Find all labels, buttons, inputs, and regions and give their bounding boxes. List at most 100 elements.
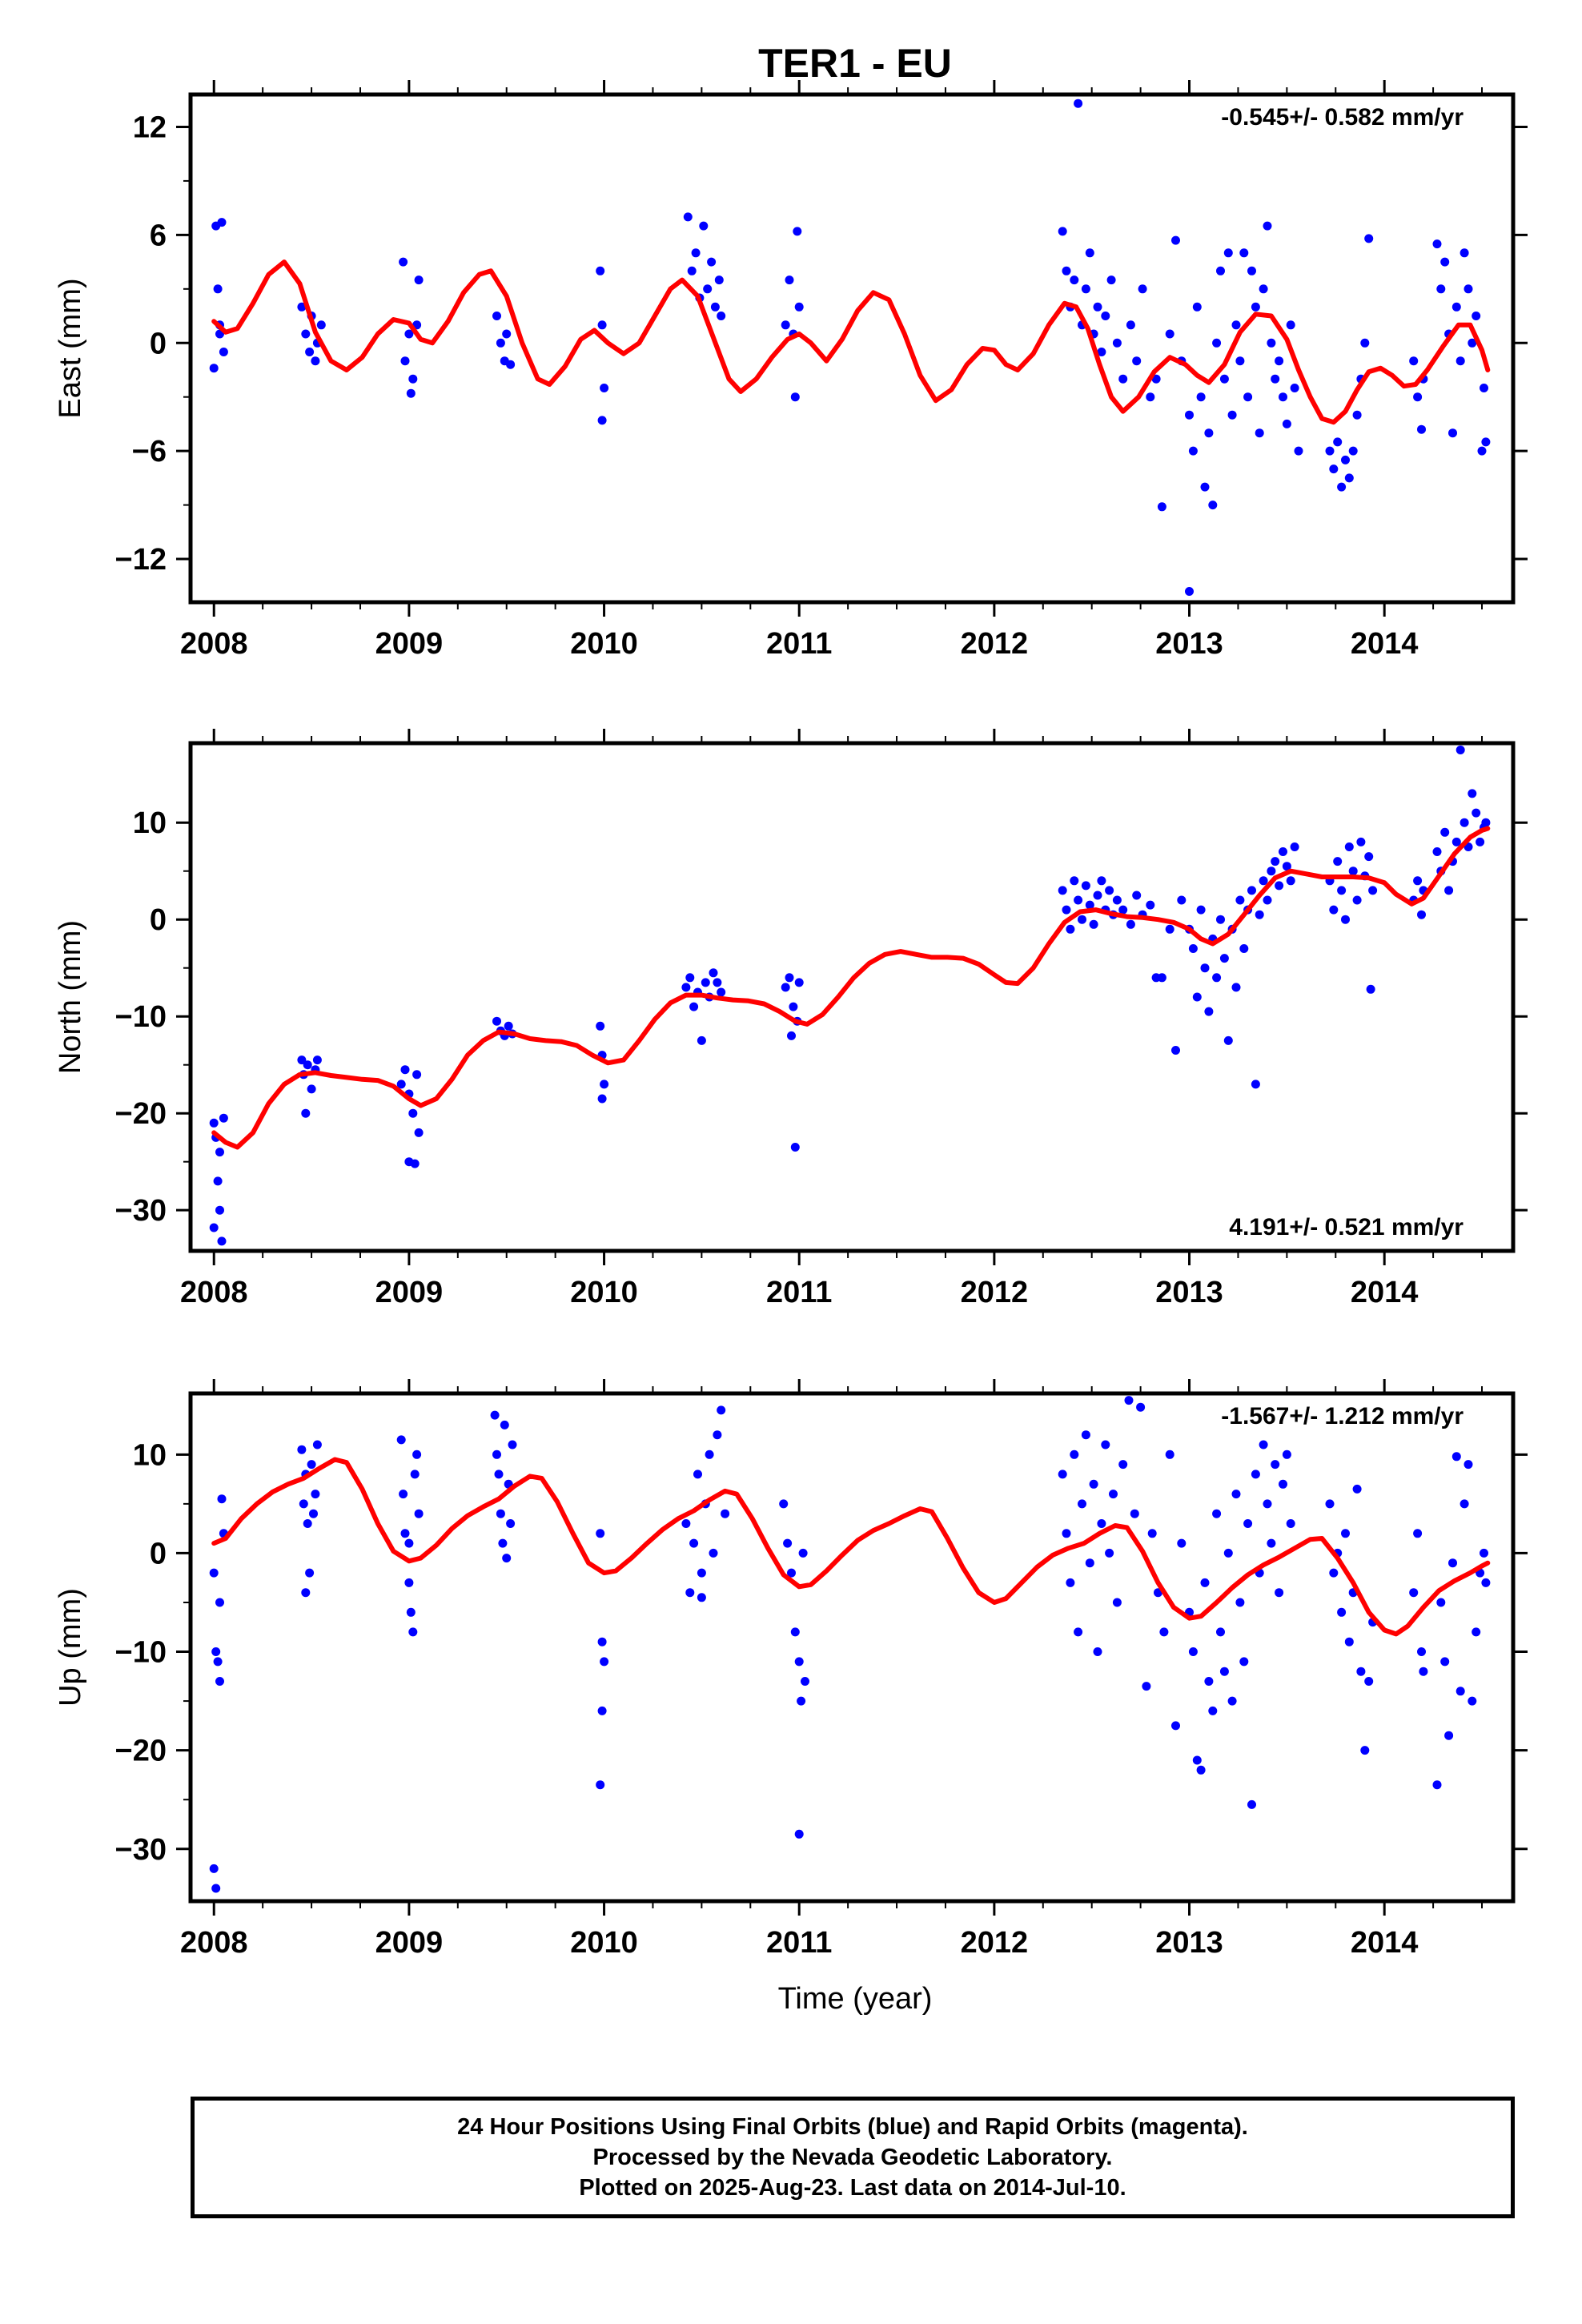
north-data-point: [1476, 837, 1485, 846]
north-data-point: [1070, 876, 1079, 886]
up-fit-line: [211, 1457, 1491, 1637]
east-data-point: [316, 320, 326, 330]
east-data-point: [596, 266, 605, 275]
north-data-point: [1352, 895, 1362, 905]
up-data-point: [311, 1490, 320, 1499]
east-data-point: [400, 356, 410, 366]
up-data-point: [396, 1435, 406, 1445]
north-data-point: [410, 1159, 420, 1168]
up-data-point: [1118, 1460, 1128, 1470]
north-data-point: [597, 1094, 607, 1104]
up-data-point: [1413, 1529, 1423, 1538]
east-data-point: [1171, 235, 1180, 245]
up-data-point: [1171, 1721, 1180, 1731]
east-data-point: [1146, 392, 1155, 402]
east-data-point: [1227, 410, 1237, 420]
north-data-point: [1417, 910, 1426, 919]
east-data-point: [1157, 502, 1166, 512]
east-data-point: [1231, 320, 1241, 330]
north-data-point: [1196, 905, 1206, 915]
east-data-point: [217, 218, 227, 227]
east-data-point: [1208, 501, 1218, 510]
north-data-point: [1171, 1046, 1180, 1055]
up-data-point: [1062, 1529, 1071, 1538]
up-data-point: [1112, 1598, 1122, 1607]
north-data-point: [713, 978, 722, 987]
up-data-point: [1440, 1657, 1450, 1667]
north-data-point: [307, 1084, 316, 1094]
up-data-point: [1286, 1519, 1295, 1528]
east-plot-frame: [188, 92, 1516, 605]
up-data-point: [681, 1519, 691, 1528]
north-data-point: [1413, 876, 1423, 886]
east-data-point: [492, 312, 501, 320]
east-data-point: [1279, 392, 1287, 402]
north-data-point: [414, 1128, 424, 1137]
up-y-tick-label: 0: [150, 1537, 167, 1570]
up-data-point: [1432, 1780, 1442, 1790]
north-data-point: [1444, 886, 1454, 895]
up-data-point: [1282, 1449, 1291, 1459]
up-data-point: [400, 1529, 410, 1538]
up-data-point: [209, 1864, 219, 1873]
east-data-point: [1436, 284, 1446, 294]
east-data-point: [1216, 266, 1225, 275]
up-y-tick-label: −30: [115, 1833, 167, 1867]
east-data-point: [600, 384, 609, 392]
north-data-point: [1329, 905, 1339, 915]
up-data-point: [1074, 1627, 1083, 1637]
east-data-point: [1348, 446, 1358, 456]
east-data-point: [311, 356, 320, 366]
up-data-point: [1147, 1529, 1157, 1538]
up-data-point: [1360, 1746, 1370, 1755]
east-data-point: [1212, 338, 1222, 348]
north-data-point: [1337, 886, 1347, 895]
north-data-point: [1062, 905, 1071, 915]
up-data-point: [215, 1598, 224, 1607]
east-data-point: [1271, 374, 1280, 384]
east-data-point: [305, 348, 315, 356]
north-data-point: [1348, 866, 1358, 876]
up-data-point: [1142, 1682, 1151, 1691]
east-data-point: [406, 388, 416, 398]
up-data-point: [1263, 1499, 1272, 1509]
north-data-point: [1286, 876, 1295, 886]
east-data-point: [1239, 248, 1249, 258]
east-x-tick-label: 2010: [570, 627, 638, 661]
up-y-tick-label: −10: [115, 1636, 167, 1670]
north-data-point: [717, 987, 726, 997]
up-y-axis-label: Up (mm): [54, 1588, 87, 1707]
up-data-point: [1444, 1731, 1454, 1740]
north-data-point: [596, 1021, 605, 1031]
north-data-point: [790, 1143, 800, 1152]
up-data-point: [1204, 1677, 1214, 1686]
east-x-tick-label: 2012: [961, 627, 1029, 661]
north-data-point: [1267, 866, 1276, 876]
north-data-point: [1440, 827, 1450, 837]
east-data-point: [1192, 302, 1202, 312]
caption-line-processor: Processed by the Nevada Geodetic Laborat…: [592, 2145, 1113, 2170]
north-data-point: [1157, 973, 1166, 983]
east-data-point: [1251, 302, 1260, 312]
up-data-point: [1078, 1499, 1086, 1509]
up-data-point: [1105, 1548, 1114, 1558]
up-data-point: [600, 1657, 609, 1667]
east-data-point: [1165, 329, 1174, 339]
north-data-point: [303, 1060, 312, 1070]
east-data-point: [790, 392, 800, 402]
north-data-point: [600, 1080, 609, 1089]
up-data-point: [797, 1696, 806, 1706]
east-data-point: [1074, 99, 1083, 108]
north-data-point: [1366, 984, 1375, 994]
north-data-point: [1356, 837, 1366, 846]
east-data-point: [1440, 257, 1450, 267]
up-data-point: [209, 1568, 219, 1578]
east-y-axis-label: East (mm): [54, 278, 87, 418]
north-data-point: [1279, 847, 1287, 856]
up-data-point: [1325, 1499, 1335, 1509]
north-data-point: [1074, 895, 1083, 905]
up-data-point: [500, 1420, 509, 1429]
north-data-point: [1290, 842, 1299, 851]
up-data-point: [502, 1554, 512, 1563]
up-x-tick-label: 2011: [766, 1926, 832, 1960]
